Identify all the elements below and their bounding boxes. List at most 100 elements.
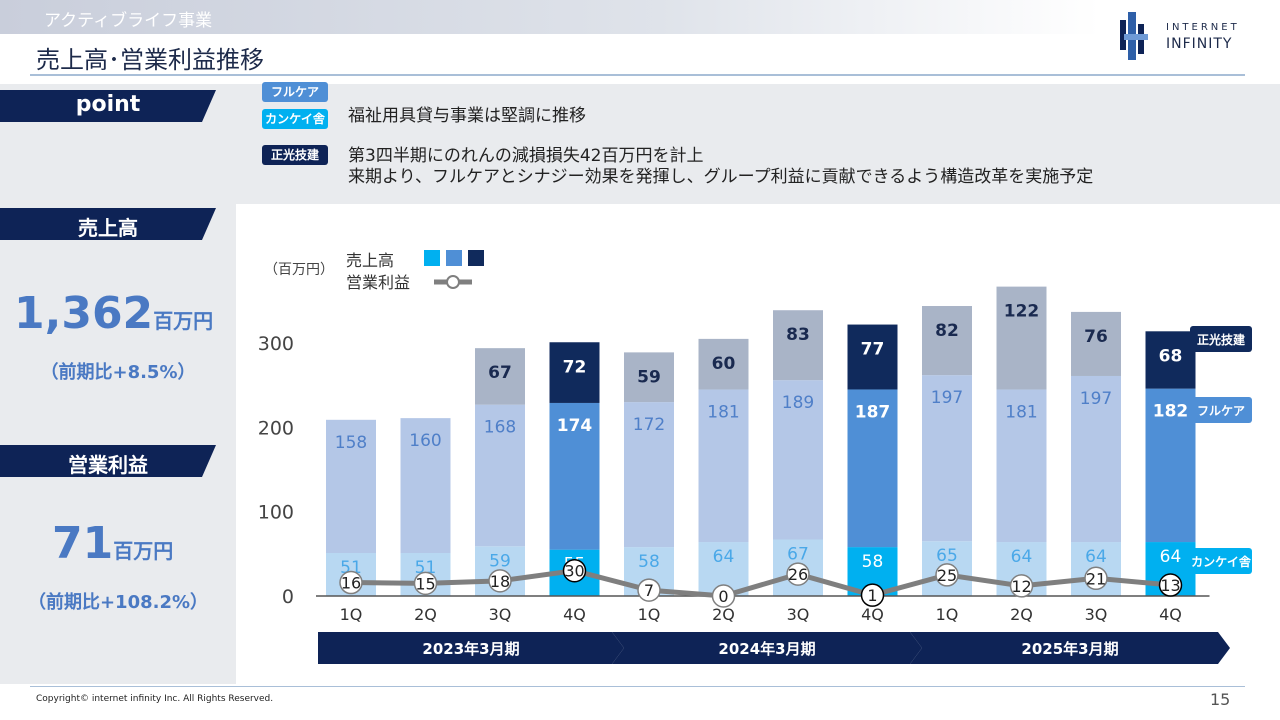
sales-unit: 百万円 <box>153 309 214 333</box>
y-tick-label: 200 <box>258 417 294 439</box>
summary-panel <box>0 204 236 684</box>
bar-fullcare <box>624 402 674 548</box>
bar-fullcare <box>549 402 600 550</box>
tag-fullcare: フルケア <box>262 82 328 102</box>
profit-marker <box>637 578 661 602</box>
period-band <box>910 632 1230 664</box>
tag-kankeisha: カンケイ舎 <box>262 109 328 129</box>
x-tick-label: 3Q <box>1085 605 1108 624</box>
data-label-seiko: 122 <box>1004 302 1040 322</box>
profit-marker <box>1084 566 1108 591</box>
company-logo <box>1120 12 1148 60</box>
data-label-seiko: 77 <box>861 340 885 360</box>
profit-data-label: 30 <box>564 562 584 581</box>
data-label-fullcare: 182 <box>1153 402 1189 422</box>
unit-label: （百万円） <box>264 262 334 278</box>
profit-data-label: 7 <box>644 581 654 600</box>
period-label: 2023年3月期 <box>422 640 519 658</box>
period-band <box>612 632 922 664</box>
profit-value: 71 <box>52 518 114 569</box>
data-label-kankeisha: 64 <box>1085 547 1107 567</box>
data-label-kankeisha: 58 <box>862 552 884 572</box>
bar-fullcare <box>1071 375 1121 543</box>
data-label-seiko: 68 <box>1159 346 1183 366</box>
section-label: アクティブライフ事業 <box>44 11 213 31</box>
data-label-fullcare: 168 <box>484 418 516 438</box>
data-label-fullcare: 172 <box>633 415 665 435</box>
data-label-kankeisha: 58 <box>638 552 660 572</box>
bar-seiko <box>922 306 972 376</box>
x-tick-label: 1Q <box>936 605 959 624</box>
profit-marker <box>1158 573 1183 597</box>
tag-seiko: 正光技建 <box>262 145 328 165</box>
profit-unit: 百万円 <box>113 539 174 563</box>
profit-marker <box>1009 574 1034 598</box>
x-tick-label: 2Q <box>1010 605 1033 624</box>
data-label-kankeisha: 64 <box>1011 547 1033 567</box>
data-label-kankeisha: 64 <box>713 547 735 567</box>
data-label-fullcare: 189 <box>782 393 814 413</box>
segment-tag-label: 正光技建 <box>1197 332 1246 347</box>
legend-profit-label: 営業利益 <box>346 273 410 292</box>
period-label: 2024年3月期 <box>718 640 815 658</box>
legend-swatch <box>446 250 462 266</box>
data-label-seiko: 83 <box>786 325 810 345</box>
segment-tag <box>1190 548 1252 574</box>
profit-marker <box>860 583 885 607</box>
bar-seiko <box>549 342 600 403</box>
bar-fullcare <box>326 419 376 554</box>
data-label-fullcare: 158 <box>335 433 367 453</box>
data-label-seiko: 60 <box>712 354 736 374</box>
profit-marker <box>413 571 438 596</box>
y-tick-label: 0 <box>282 586 294 608</box>
profit-marker <box>786 562 810 586</box>
x-tick-label: 4Q <box>861 605 884 624</box>
bar-fullcare <box>698 389 749 543</box>
y-tick-label: 300 <box>258 333 294 355</box>
bar-fullcare <box>847 389 898 548</box>
data-label-seiko: 72 <box>563 357 587 377</box>
x-tick-label: 3Q <box>787 605 810 624</box>
data-label-kankeisha: 64 <box>1160 547 1182 567</box>
profit-data-label: 0 <box>718 587 728 606</box>
point-line-3: 来期より、フルケアとシナジー効果を発揮し、グループ利益に貢献できるよう構造改革を… <box>348 167 1094 187</box>
profit-growth-note: （前期比+108.2%） <box>27 592 209 613</box>
bar-seiko <box>996 286 1047 390</box>
page-number: 15 <box>1210 690 1231 709</box>
data-label-kankeisha: 65 <box>936 546 958 566</box>
bar-fullcare <box>400 418 451 554</box>
x-tick-label: 2Q <box>712 605 735 624</box>
bar-fullcare <box>1145 388 1196 543</box>
data-label-seiko: 59 <box>637 367 661 387</box>
legend-swatch <box>468 250 484 266</box>
point-heading: point <box>75 92 141 117</box>
profit-data-label: 16 <box>341 574 361 593</box>
x-tick-label: 1Q <box>638 605 661 624</box>
profit-data-label: 1 <box>867 586 877 605</box>
legend-sales-label: 売上高 <box>346 251 394 270</box>
profit-data-label: 21 <box>1086 569 1106 588</box>
data-label-seiko: 82 <box>935 321 959 341</box>
sales-value: 1,362 <box>14 288 154 339</box>
data-label-fullcare: 197 <box>931 388 963 408</box>
profit-marker <box>562 558 587 583</box>
point-banner: point <box>0 90 216 122</box>
data-label-fullcare: 181 <box>1005 402 1037 422</box>
profit-line <box>350 568 1171 599</box>
x-tick-label: 3Q <box>489 605 512 624</box>
bar-fullcare <box>922 375 972 542</box>
point-panel <box>0 84 1280 204</box>
y-tick-label: 100 <box>258 502 294 524</box>
bar-seiko <box>698 338 749 390</box>
x-tick-label: 4Q <box>1159 605 1182 624</box>
segment-tag <box>1190 326 1252 352</box>
data-label-seiko: 67 <box>488 363 512 383</box>
profit-marker <box>488 569 512 593</box>
sales-growth-note: （前期比+8.5%） <box>40 362 196 383</box>
title-divider <box>30 74 1245 76</box>
point-line-2: 第3四半期にのれんの減損損失42百万円を計上 <box>348 146 704 166</box>
profit-total: 71百万円 <box>52 518 173 569</box>
data-label-fullcare: 160 <box>409 431 441 451</box>
bar-seiko <box>624 352 674 403</box>
profit-data-label: 25 <box>937 566 957 585</box>
